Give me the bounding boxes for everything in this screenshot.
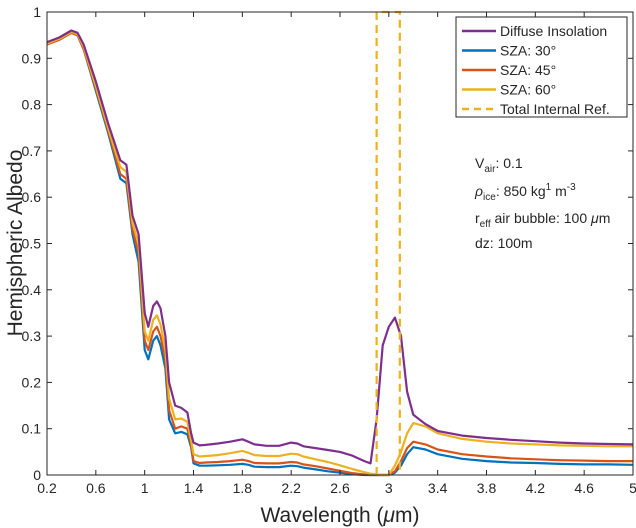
y-tick-label: 0.9: [22, 50, 42, 66]
x-tick-label: 1.8: [233, 480, 253, 496]
x-axis-ticks: 0.2 0.6 1 1.4 1.8 2.2 2.6 3 3.4 3.8 4.2 4.6 5: [37, 12, 636, 496]
x-tick-label: 2.6: [330, 480, 350, 496]
y-tick-label: 0.8: [22, 97, 42, 113]
series-layer: [46, 29, 634, 477]
series-line-1: [46, 31, 634, 477]
y-tick-label: 1: [33, 4, 41, 20]
x-tick-label: 1.4: [184, 480, 204, 496]
series-line-3: [46, 30, 633, 477]
series-line-0: [46, 29, 634, 465]
x-tick-label: 4.2: [526, 480, 546, 496]
series-line-2: [46, 31, 633, 477]
x-tick-label: 3.4: [428, 480, 448, 496]
annotation-vair: Vair: 0.1: [475, 155, 523, 175]
y-tick-label: 0.3: [22, 328, 42, 344]
x-tick-label: 2.2: [281, 480, 301, 496]
legend-label-4: Total Internal Ref.: [500, 101, 610, 117]
y-tick-label: 0.1: [22, 421, 42, 437]
x-axis-label: Wavelength (μm): [261, 504, 420, 527]
y-tick-label: 0.7: [22, 143, 42, 159]
legend-label-0: Diffuse Insolation: [500, 23, 607, 39]
y-tick-label: 0.5: [22, 236, 42, 252]
x-tick-label: 1: [141, 480, 149, 496]
annotation-rho-ice: ρice: 850 kg1 m-3: [474, 182, 576, 203]
x-tick-label: 3: [385, 480, 393, 496]
legend-label-2: SZA: 45°: [500, 62, 556, 78]
x-tick-label: 3.8: [477, 480, 497, 496]
y-axis-ticks: 0 0.1 0.2 0.3 0.4 0.5 0.6 0.7 0.8 0.9 1: [22, 4, 633, 483]
annotations: Vair: 0.1 ρice: 850 kg1 m-3 reff air bub…: [474, 155, 610, 251]
y-tick-label: 0.4: [22, 282, 42, 298]
y-tick-label: 0: [33, 467, 41, 483]
legend-label-1: SZA: 30°: [500, 43, 556, 59]
x-tick-label: 0.6: [86, 480, 106, 496]
legend-box: [455, 16, 628, 118]
x-tick-label: 0.2: [37, 480, 57, 496]
x-tick-label: 4.6: [574, 480, 594, 496]
legend-label-3: SZA: 60°: [500, 82, 556, 98]
x-tick-label: 5: [629, 480, 636, 496]
annotation-reff: reff air bubble: 100 μm: [475, 210, 610, 230]
y-tick-label: 0.2: [22, 374, 42, 390]
legend: Diffuse Insolation SZA: 30° SZA: 45° SZA: 6…: [455, 16, 628, 118]
annotation-dz: dz: 100m: [475, 235, 533, 251]
y-tick-label: 0.6: [22, 189, 42, 205]
y-axis-label: Hemispheric Albedo: [4, 150, 27, 337]
